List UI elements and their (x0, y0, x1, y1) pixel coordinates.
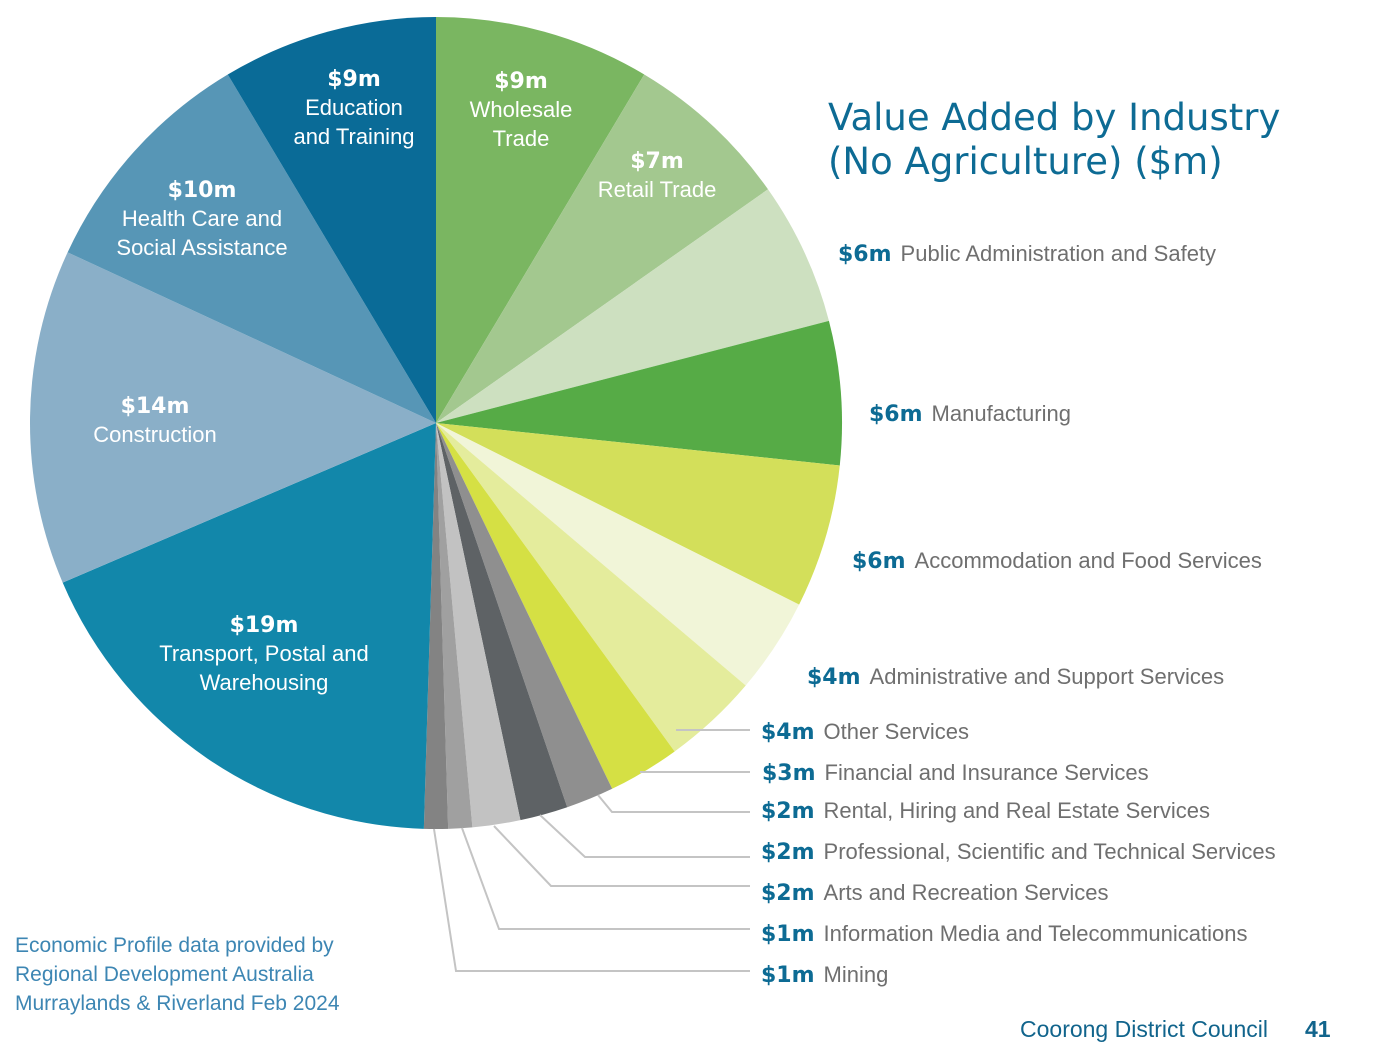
slice-value-label: $2m (761, 881, 815, 906)
pie-slice-rental-hiring-and-real-estate-services (436, 423, 613, 808)
slice-value-label: $9m (494, 69, 548, 94)
slice-labels: $9m Wholesale Trade $7m Retail Trade $6m Publi… (93, 67, 1275, 988)
inside-label: $14m Construction (93, 394, 217, 447)
inside-label: $9m Education and Training (293, 67, 414, 149)
slice-outside-label: $1m Information Media and Telecommunicati… (761, 921, 1247, 947)
pie-slice-education-and-training (227, 17, 436, 423)
slice-value-label: $14m (121, 394, 190, 419)
leader-line (597, 794, 750, 813)
pie-slice-professional-scientific-and-technical-services (436, 423, 568, 821)
inside-label: $9m Wholesale Trade (470, 69, 573, 151)
slice-category-label: Education (305, 95, 403, 120)
slice-category-label: Health Care and (122, 206, 282, 231)
slice-value-label: $4m (807, 665, 861, 690)
slice-value-label: $1m (761, 963, 815, 988)
slice-category-label: Transport, Postal and (159, 641, 369, 666)
slice-category-label: Accommodation and Food Services (915, 548, 1262, 573)
slice-category-label: Financial and Insurance Services (825, 760, 1149, 785)
footer-council-name: Coorong District Council (1020, 1016, 1268, 1042)
slice-value-label: $6m (838, 242, 892, 267)
pie-slice-other-services (436, 423, 746, 752)
slice-category-label: Retail Trade (598, 177, 717, 202)
slice-outside-label: $4m Administrative and Support Services (807, 664, 1224, 690)
slice-outside-label: $6m Accommodation and Food Services (852, 548, 1262, 574)
slice-value-label: $6m (869, 402, 923, 427)
slice-category-label: and Training (293, 124, 414, 149)
chart-subtitle: (No Agriculture) ($m) (828, 140, 1223, 183)
slice-value-label: $2m (761, 799, 815, 824)
slice-category-label: Wholesale (470, 97, 573, 122)
slice-value-label: $3m (762, 761, 816, 786)
slice-category-label: Other Services (824, 719, 970, 744)
pie-slice-health-care-and-social-assistance (67, 74, 437, 423)
source-line-2: Regional Development Australia (15, 963, 314, 986)
pie-slice-arts-and-recreation-services (436, 423, 521, 828)
slice-category-label: Mining (824, 962, 889, 987)
inside-label: $10m Health Care and Social Assistance (116, 178, 287, 260)
slice-category-label: Administrative and Support Services (870, 664, 1225, 689)
source-note: Economic Profile data provided by Region… (15, 931, 340, 1018)
slice-value-label: $19m (230, 613, 299, 638)
page-number: 41 (1305, 1016, 1331, 1042)
pie-slice-public-administration-and-safety (436, 189, 829, 423)
source-line-3: Murraylands & Riverland Feb 2024 (15, 992, 340, 1015)
pie-slice-construction (29, 252, 436, 583)
slice-outside-label: $6m Public Administration and Safety (838, 241, 1216, 267)
pie-slice-information-media-and-telecommunications (436, 423, 473, 829)
leader-line (539, 814, 750, 858)
inside-label: $19m Transport, Postal and Warehousing (159, 613, 369, 695)
slice-outside-label: $3m Financial and Insurance Services (762, 760, 1149, 786)
leader-lines (433, 729, 750, 972)
slice-outside-label: $6m Manufacturing (869, 401, 1071, 427)
source-line-1: Economic Profile data provided by (15, 934, 334, 957)
slice-outside-label: $2m Arts and Recreation Services (761, 880, 1108, 906)
slice-category-label: Professional, Scientific and Technical S… (824, 839, 1276, 864)
slice-category-label: Public Administration and Safety (901, 241, 1217, 266)
pie-slice-retail-trade (436, 74, 768, 423)
slice-value-label: $4m (761, 720, 815, 745)
leader-line (433, 828, 750, 972)
chart-title: Value Added by Industry (No Agriculture)… (828, 96, 1280, 184)
pie-slice-transport-postal-and-warehousing (62, 423, 437, 829)
chart-title-line-1: Value Added by Industry (828, 96, 1281, 139)
pie-slice-wholesale-trade (436, 17, 645, 423)
slice-category-label: Trade (493, 126, 550, 151)
slice-category-label: Warehousing (200, 670, 329, 695)
slice-value-label: $7m (630, 149, 684, 174)
pie-slice-mining (423, 423, 449, 830)
leader-line (461, 827, 750, 930)
leader-line (493, 825, 750, 887)
slice-outside-label: $2m Rental, Hiring and Real Estate Servic… (761, 798, 1210, 824)
pie-slice-accommodation-and-food-services (436, 423, 840, 605)
slice-value-label: $1m (761, 922, 815, 947)
slice-outside-label: $2m Professional, Scientific and Technica… (761, 839, 1276, 865)
slice-category-label: Social Assistance (116, 235, 287, 260)
slice-value-label: $10m (168, 178, 237, 203)
pie-slices (29, 17, 843, 830)
slice-category-label: Construction (93, 422, 217, 447)
slice-outside-label: $4m Other Services (761, 719, 969, 745)
slice-category-label: Arts and Recreation Services (824, 880, 1109, 905)
slice-value-label: $2m (761, 840, 815, 865)
slice-value-label: $6m (852, 549, 906, 574)
slice-category-label: Manufacturing (932, 401, 1071, 426)
pie-slice-administrative-and-support-services (436, 423, 800, 686)
slice-category-label: Rental, Hiring and Real Estate Services (824, 798, 1210, 823)
pie-slice-financial-and-insurance-services (436, 423, 675, 789)
slice-value-label: $9m (327, 67, 381, 92)
pie-slice-manufacturing (436, 320, 843, 466)
slice-category-label: Information Media and Telecommunications (824, 921, 1248, 946)
slice-outside-label: $1m Mining (761, 962, 888, 988)
inside-label: $7m Retail Trade (598, 149, 717, 202)
